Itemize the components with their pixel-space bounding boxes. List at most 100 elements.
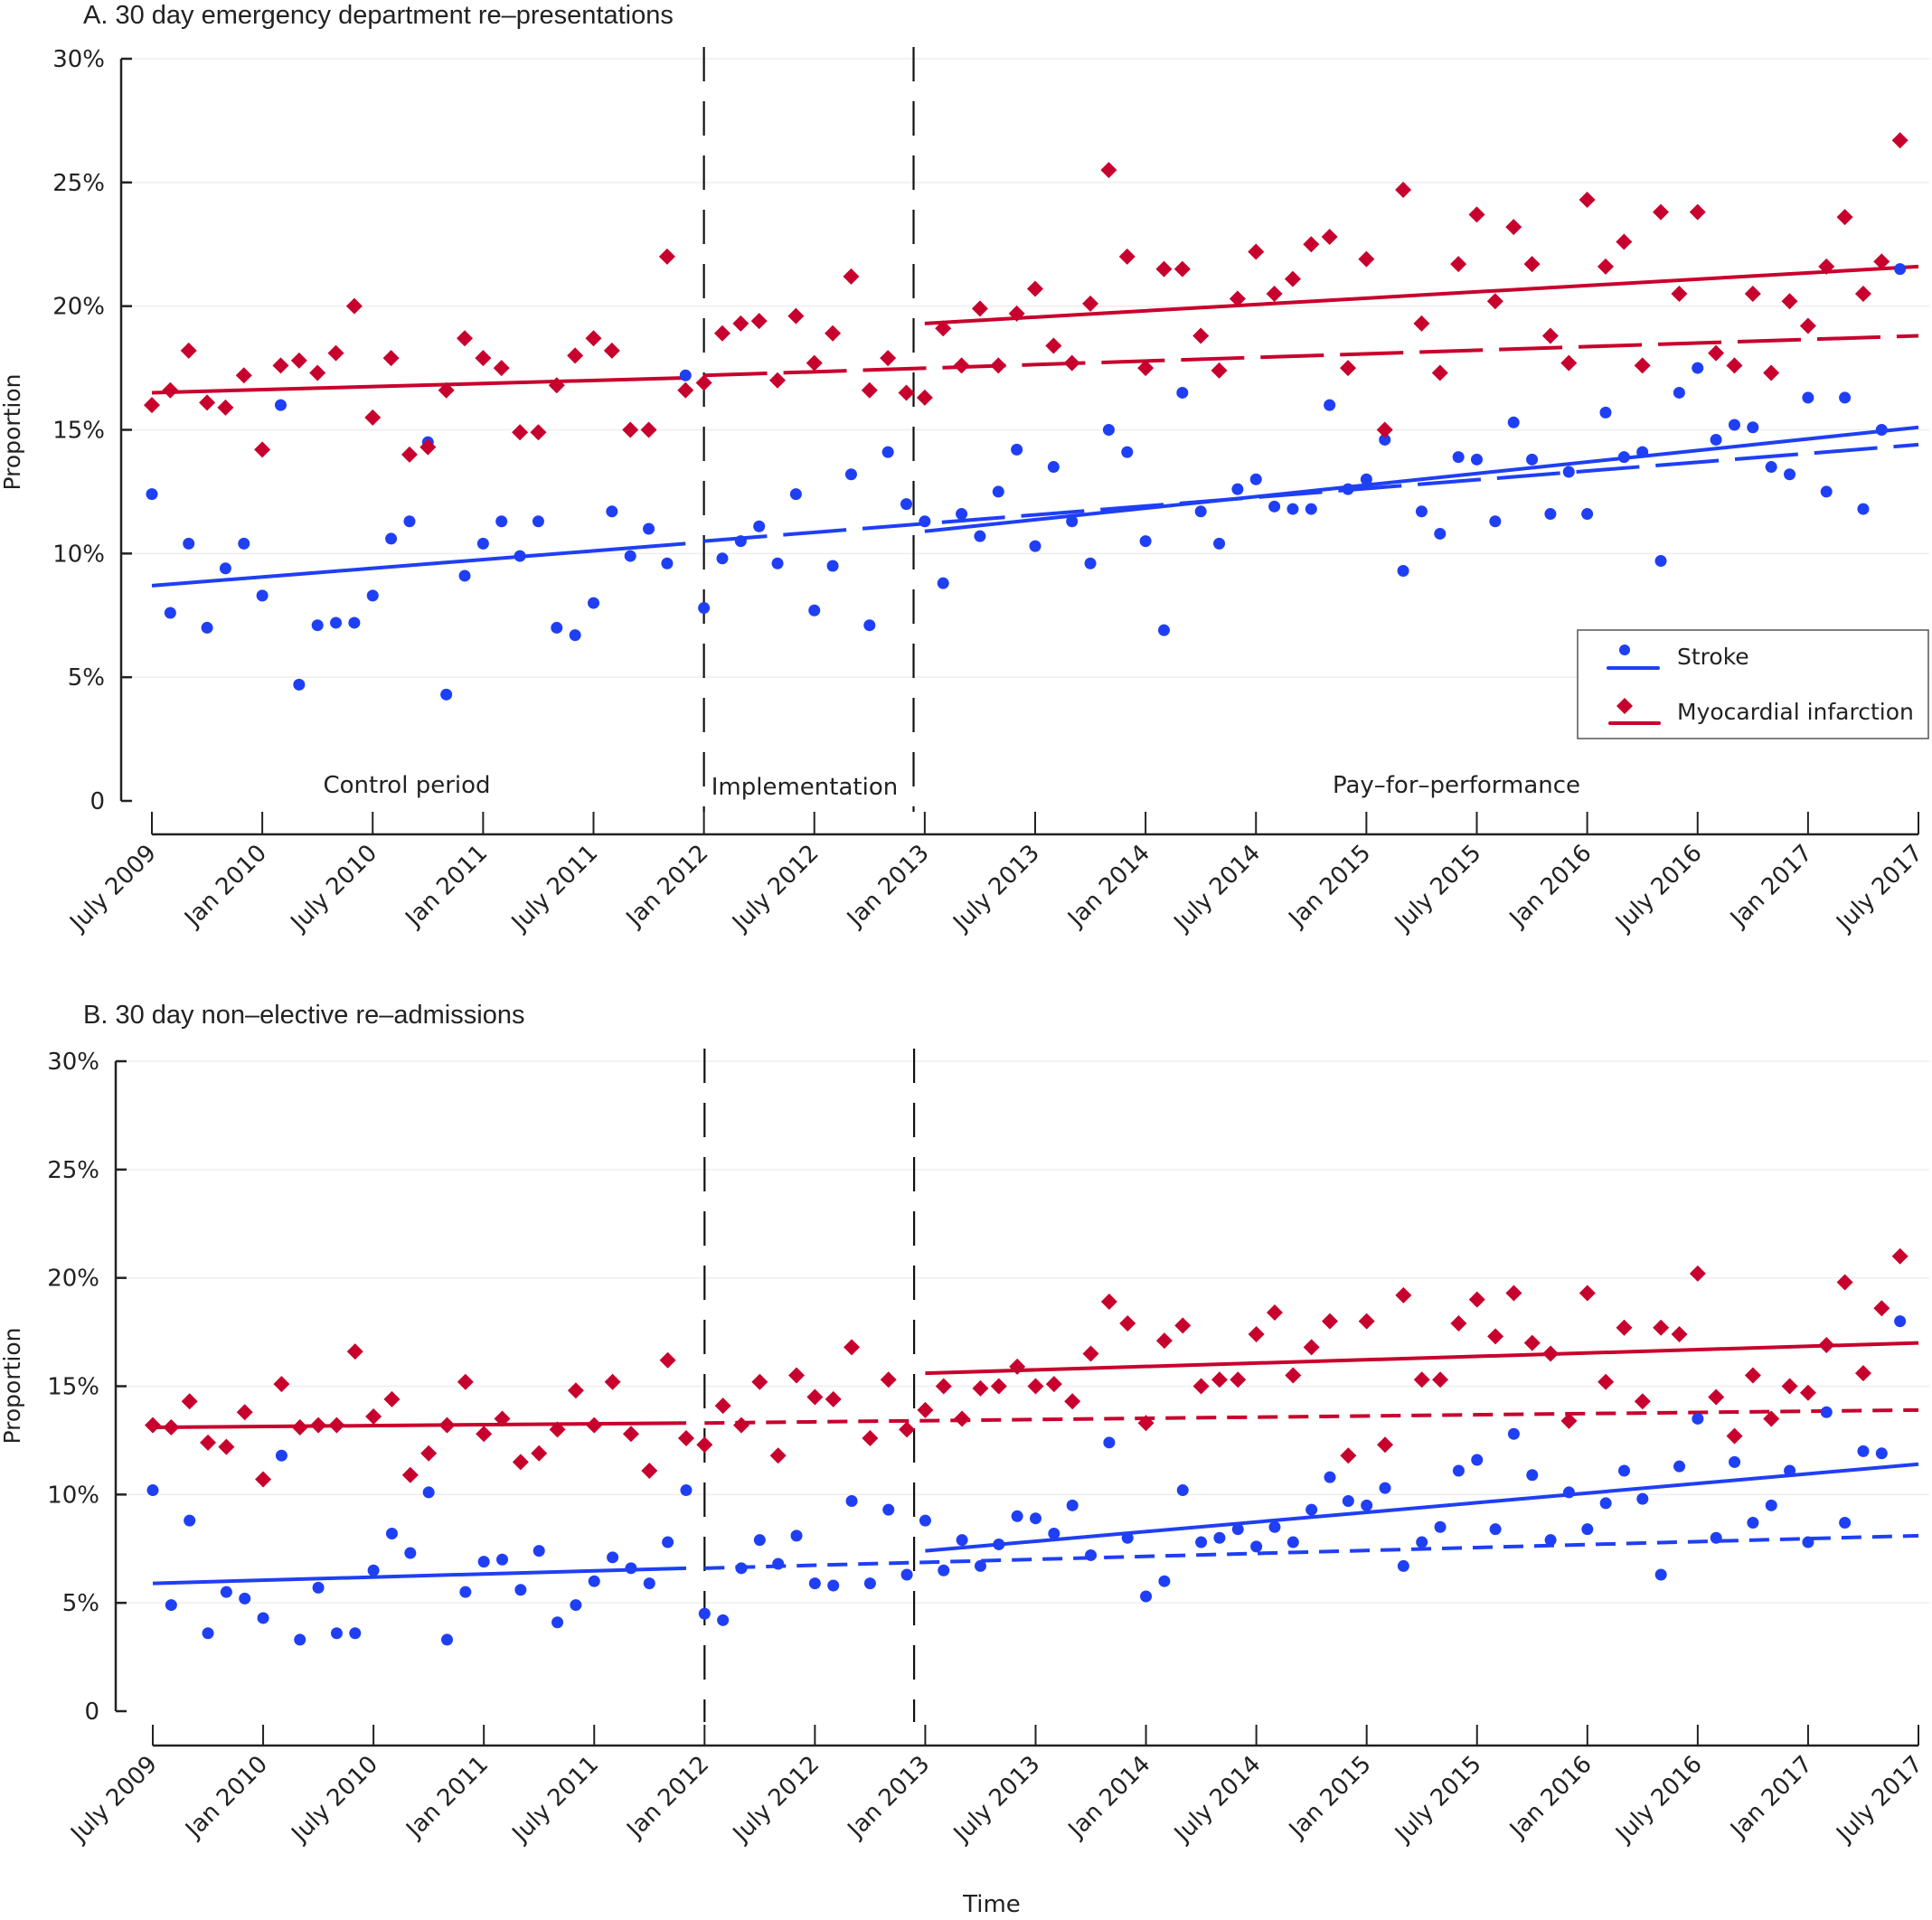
data-point-mi [1873,253,1890,270]
data-point-mi [1818,1336,1835,1353]
data-point-mi [1468,206,1485,223]
y-tick-label: 20% [47,1266,99,1293]
data-point-stroke [844,468,857,481]
data-point-stroke [1526,453,1539,466]
data-point-stroke [1820,1406,1833,1418]
x-tick-label: Jan 2013 [841,840,935,934]
y-tick-label: 25% [52,170,105,197]
data-point-mi [1248,1325,1265,1342]
data-point-stroke [1875,424,1888,436]
data-point-mi [1468,1291,1485,1308]
data-point-stroke [1894,263,1907,276]
x-tick-label: Jan 2017 [1724,1751,1818,1845]
x-tick-label: July 2016 [1609,840,1707,937]
data-point-stroke [1617,451,1630,464]
data-point-stroke [1489,515,1502,528]
data-point-mi [1579,1285,1596,1302]
data-point-stroke [1121,446,1134,458]
data-point-mi [1027,280,1043,297]
data-point-mi [954,1410,971,1427]
x-tick-label: July 2009 [64,840,162,937]
data-point-stroke [570,1599,582,1612]
data-point-stroke [1011,1510,1023,1522]
data-point-mi [365,1408,382,1426]
data-point-mi [769,1447,787,1464]
data-point-stroke [956,1534,968,1547]
x-tick-label: July 2014 [1168,840,1266,937]
data-point-stroke [1673,386,1685,399]
data-point-stroke [1507,1427,1520,1440]
data-point-mi [677,381,694,399]
data-point-mi [235,367,252,384]
y-tick-label: 10% [47,1482,99,1509]
x-tick-label: Jan 2010 [178,840,272,934]
x-tick-label: Jan 2011 [400,840,494,934]
data-point-stroke [311,619,324,632]
data-point-mi [457,330,474,347]
data-point-stroke [606,505,618,518]
data-point-mi [1027,1378,1044,1395]
data-point-stroke [458,569,471,582]
y-tick-label: 25% [47,1157,99,1184]
legend-box [1577,629,1929,739]
data-point-mi [787,307,805,325]
data-point-stroke [717,1614,730,1626]
x-tick-label: Jan 2015 [1283,1751,1377,1845]
data-point-stroke [1544,1534,1557,1547]
data-point-mi [732,315,749,332]
y-tick-label: 30% [52,46,105,73]
x-tick-label: Jan 2014 [1062,1751,1156,1845]
data-point-stroke [1047,461,1060,474]
data-point-mi [1431,364,1448,381]
data-point-mi [1266,285,1283,302]
data-point-mi [364,409,382,426]
data-point-mi [972,1379,989,1397]
data-point-stroke [532,1545,545,1558]
data-point-stroke [294,1633,306,1646]
data-point-stroke [808,604,821,616]
data-point-stroke [257,1612,269,1624]
data-point-stroke [808,1577,821,1590]
data-point-mi [1450,1314,1467,1332]
data-point-mi [714,1398,731,1415]
data-point-mi [1450,256,1467,273]
data-point-stroke [1379,1482,1391,1494]
x-tick-label: Jan 2012 [621,1751,715,1845]
data-point-stroke [403,515,416,528]
data-point-mi [990,357,1007,374]
data-point-mi [327,344,344,362]
data-point-mi [1854,285,1871,302]
data-point-stroke [1692,362,1704,374]
data-point-stroke [1139,535,1152,548]
data-point-mi [1082,295,1099,312]
x-tick-label: July 2009 [65,1751,163,1849]
x-tick-label: Jan 2012 [620,840,714,934]
x-tick-label: July 2012 [726,840,824,937]
data-point-mi [309,364,326,381]
data-point-mi [1082,1345,1099,1362]
trend-line-counterfactual [703,334,1919,378]
data-point-stroke [1084,557,1097,569]
data-point-stroke [184,1514,196,1527]
data-point-mi [917,1401,934,1418]
data-point-mi [843,1339,861,1356]
data-point-mi [733,1416,749,1434]
data-point-mi [1100,1294,1117,1311]
data-point-mi [1726,357,1743,374]
data-point-mi [935,1378,952,1395]
data-point-mi [586,1416,603,1434]
data-point-stroke [919,1514,931,1527]
data-point-mi [255,1471,272,1488]
data-point-stroke [348,616,361,629]
data-point-stroke [625,1562,637,1575]
data-point-stroke [1415,505,1428,518]
data-point-mi [476,1426,493,1443]
data-point-stroke [1894,1315,1907,1328]
data-point-mi [180,342,197,359]
data-point-stroke [789,488,802,501]
legend: Stroke Myocardial infarction [1577,629,1929,739]
data-point-mi [1174,1317,1192,1334]
data-point-mi [1303,236,1320,253]
data-point-mi [1358,1313,1375,1330]
data-point-mi [677,1430,694,1447]
